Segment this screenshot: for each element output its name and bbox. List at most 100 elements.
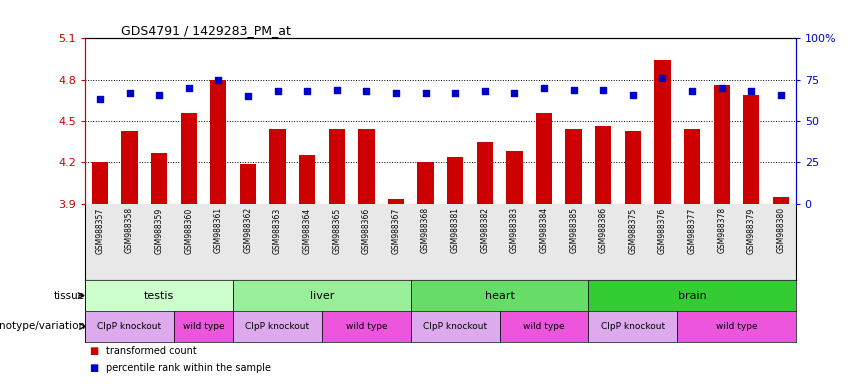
Text: GSM988368: GSM988368 bbox=[421, 207, 430, 253]
Point bbox=[507, 90, 521, 96]
Text: GSM988358: GSM988358 bbox=[125, 207, 134, 253]
Bar bbox=[654, 60, 671, 204]
Bar bbox=[122, 131, 138, 204]
Bar bbox=[536, 113, 552, 204]
Text: ClpP knockout: ClpP knockout bbox=[423, 322, 488, 331]
Text: GSM988360: GSM988360 bbox=[184, 207, 193, 253]
Text: GSM988361: GSM988361 bbox=[214, 207, 223, 253]
Text: GSM988365: GSM988365 bbox=[332, 207, 341, 253]
Text: wild type: wild type bbox=[183, 322, 225, 331]
Bar bbox=[388, 199, 404, 204]
Text: ClpP knockout: ClpP knockout bbox=[601, 322, 665, 331]
Text: GSM988380: GSM988380 bbox=[776, 207, 785, 253]
Text: GSM988379: GSM988379 bbox=[747, 207, 756, 253]
Text: liver: liver bbox=[310, 291, 334, 301]
Text: GSM988362: GSM988362 bbox=[243, 207, 253, 253]
Point bbox=[123, 90, 136, 96]
Point bbox=[567, 86, 580, 93]
Text: genotype/variation: genotype/variation bbox=[0, 321, 85, 331]
Bar bbox=[85, 311, 174, 342]
Text: ClpP knockout: ClpP knockout bbox=[98, 322, 162, 331]
Text: percentile rank within the sample: percentile rank within the sample bbox=[106, 363, 271, 373]
Bar bbox=[773, 197, 789, 204]
Bar bbox=[677, 311, 796, 342]
Bar bbox=[713, 85, 730, 204]
Bar bbox=[588, 311, 677, 342]
Point bbox=[241, 93, 254, 99]
Bar bbox=[358, 129, 374, 204]
Bar bbox=[625, 131, 641, 204]
Text: GSM988381: GSM988381 bbox=[451, 207, 460, 253]
Point bbox=[478, 88, 492, 94]
Point bbox=[655, 75, 669, 81]
Bar bbox=[500, 311, 588, 342]
Text: ■: ■ bbox=[89, 363, 99, 373]
Bar bbox=[270, 129, 286, 204]
Bar bbox=[418, 162, 434, 204]
Text: GSM988383: GSM988383 bbox=[510, 207, 519, 253]
Bar bbox=[447, 157, 463, 204]
Text: GSM988385: GSM988385 bbox=[569, 207, 578, 253]
Text: GSM988382: GSM988382 bbox=[480, 207, 489, 253]
Bar bbox=[684, 129, 700, 204]
Text: GSM988363: GSM988363 bbox=[273, 207, 282, 253]
Text: GSM988376: GSM988376 bbox=[658, 207, 667, 253]
Point bbox=[212, 76, 226, 83]
Text: GSM988367: GSM988367 bbox=[391, 207, 401, 253]
Text: wild type: wild type bbox=[346, 322, 387, 331]
Point bbox=[182, 85, 196, 91]
Point bbox=[597, 86, 610, 93]
Point bbox=[152, 91, 166, 98]
Text: transformed count: transformed count bbox=[106, 346, 197, 356]
Bar bbox=[595, 126, 611, 204]
Bar bbox=[411, 311, 500, 342]
Point bbox=[774, 91, 788, 98]
Text: ■: ■ bbox=[89, 346, 99, 356]
Text: ClpP knockout: ClpP knockout bbox=[245, 322, 310, 331]
Bar bbox=[240, 164, 256, 204]
Text: GSM988366: GSM988366 bbox=[362, 207, 371, 253]
Text: GSM988357: GSM988357 bbox=[95, 207, 105, 253]
Bar bbox=[328, 129, 345, 204]
Text: testis: testis bbox=[144, 291, 174, 301]
Point bbox=[360, 88, 374, 94]
Text: GSM988364: GSM988364 bbox=[303, 207, 311, 253]
Point bbox=[715, 85, 728, 91]
Text: wild type: wild type bbox=[716, 322, 757, 331]
Text: tissue: tissue bbox=[54, 291, 85, 301]
Bar bbox=[233, 280, 411, 311]
Point bbox=[93, 96, 106, 103]
Bar bbox=[322, 311, 411, 342]
Text: GSM988377: GSM988377 bbox=[688, 207, 697, 253]
Text: GSM988386: GSM988386 bbox=[599, 207, 608, 253]
Point bbox=[300, 88, 314, 94]
Text: GDS4791 / 1429283_PM_at: GDS4791 / 1429283_PM_at bbox=[121, 24, 290, 37]
Point bbox=[537, 85, 551, 91]
Point bbox=[448, 90, 462, 96]
Text: heart: heart bbox=[485, 291, 515, 301]
Point bbox=[419, 90, 432, 96]
Bar bbox=[565, 129, 582, 204]
Bar bbox=[174, 311, 233, 342]
Bar bbox=[210, 79, 226, 204]
Bar bbox=[743, 95, 759, 204]
Bar bbox=[151, 152, 168, 204]
Point bbox=[745, 88, 758, 94]
Bar bbox=[299, 156, 316, 204]
Point bbox=[330, 86, 344, 93]
Bar bbox=[233, 311, 322, 342]
Point bbox=[685, 88, 699, 94]
Text: GSM988384: GSM988384 bbox=[540, 207, 549, 253]
Text: wild type: wild type bbox=[523, 322, 565, 331]
Point bbox=[626, 91, 640, 98]
Bar bbox=[85, 280, 233, 311]
Text: GSM988378: GSM988378 bbox=[717, 207, 726, 253]
Bar bbox=[477, 142, 493, 204]
Bar bbox=[180, 113, 197, 204]
Bar bbox=[506, 151, 523, 204]
Point bbox=[389, 90, 403, 96]
Point bbox=[271, 88, 284, 94]
Bar bbox=[411, 280, 588, 311]
Bar bbox=[588, 280, 796, 311]
Text: brain: brain bbox=[677, 291, 706, 301]
